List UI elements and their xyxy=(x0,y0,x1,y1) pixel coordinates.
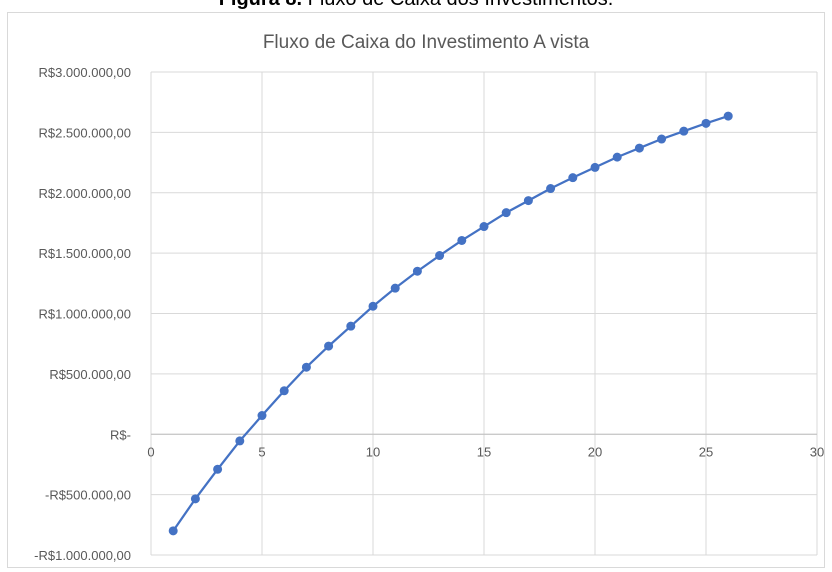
x-tick-label: 25 xyxy=(699,444,713,459)
data-point xyxy=(324,341,334,351)
data-point xyxy=(568,173,578,183)
data-point xyxy=(634,143,644,153)
data-point xyxy=(546,184,556,194)
data-point xyxy=(257,411,267,421)
data-point xyxy=(590,162,600,172)
data-point xyxy=(501,208,511,218)
gridlines xyxy=(151,71,818,556)
x-tick-label: 10 xyxy=(366,444,380,459)
figure-caption-text: Fluxo de Caixa dos Investimentos. xyxy=(302,0,614,10)
data-point xyxy=(657,134,667,144)
data-point xyxy=(723,111,733,121)
series-line xyxy=(172,115,729,532)
y-tick-label: R$- xyxy=(110,427,131,442)
data-point xyxy=(190,494,200,504)
data-point xyxy=(412,266,422,276)
y-tick-label: R$3.000.000,00 xyxy=(38,65,131,80)
data-point xyxy=(701,118,711,128)
data-point xyxy=(457,235,467,245)
x-tick-label: 0 xyxy=(147,444,154,459)
y-tick-label: R$2.500.000,00 xyxy=(38,125,131,140)
y-axis: R$3.000.000,00 R$2.500.000,00 R$2.000.000,… xyxy=(34,65,131,563)
data-point xyxy=(301,362,311,372)
data-point xyxy=(679,126,689,136)
chart-area xyxy=(7,12,825,568)
x-tick-label: 5 xyxy=(258,444,265,459)
data-point xyxy=(168,526,178,536)
data-point xyxy=(368,301,378,311)
data-point xyxy=(523,196,533,206)
x-tick-label: 20 xyxy=(588,444,602,459)
y-tick-label: R$1.500.000,00 xyxy=(38,246,131,261)
chart-title: Fluxo de Caixa do Investimento A vista xyxy=(263,32,590,53)
series-group xyxy=(168,111,733,536)
data-point xyxy=(235,436,245,446)
data-point xyxy=(279,386,289,396)
x-tick-label: 30 xyxy=(810,444,824,459)
y-tick-label: -R$500.000,00 xyxy=(45,488,131,503)
data-point xyxy=(390,283,400,293)
figure-caption: Figura 8. Fluxo de Caixa dos Investiment… xyxy=(0,0,832,10)
data-point xyxy=(346,321,356,331)
x-axis: 0 5 10 15 20 25 30 xyxy=(147,72,824,555)
data-point xyxy=(213,464,223,474)
y-tick-label: R$1.000.000,00 xyxy=(38,307,131,322)
figure-caption-number: Figura 8. xyxy=(219,0,302,10)
x-tick-label: 15 xyxy=(477,444,491,459)
y-tick-label: R$2.000.000,00 xyxy=(38,186,131,201)
y-tick-label: R$500.000,00 xyxy=(49,367,131,382)
data-point xyxy=(435,251,445,261)
y-tick-label: -R$1.000.000,00 xyxy=(34,548,131,563)
data-point xyxy=(612,152,622,162)
data-point xyxy=(479,222,489,232)
